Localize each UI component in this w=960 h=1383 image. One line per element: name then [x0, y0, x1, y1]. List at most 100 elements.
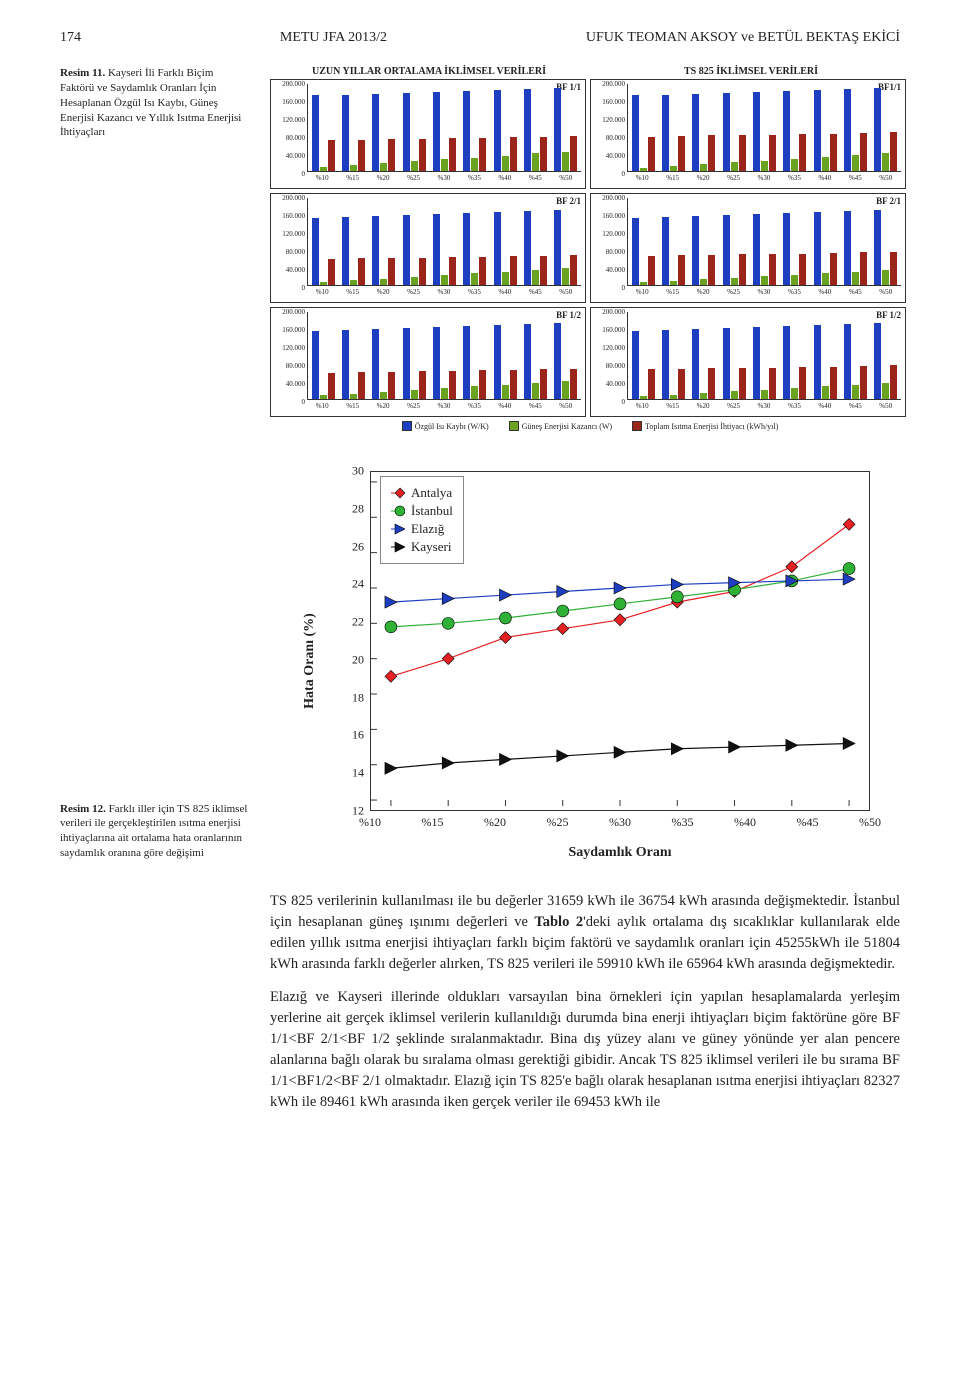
bar-chart-column-titles: UZUN YILLAR ORTALAMA İKLİMSEL VERİLERİ T… — [270, 66, 910, 77]
bar — [441, 388, 448, 399]
bar-plot-area — [307, 84, 581, 172]
bar — [403, 93, 410, 171]
bar-y-axis: 200.000160.000120.00080.00040.0000 — [271, 194, 307, 286]
legend-item: Antalya — [391, 485, 453, 501]
bar — [791, 388, 798, 399]
bar-group — [524, 211, 547, 285]
bar-panel: BF 1/2200.000160.000120.00080.00040.0000… — [590, 307, 906, 417]
bar-group — [783, 91, 806, 171]
bar-group — [463, 91, 486, 171]
scatter-y-axis: 12141618202224262830 — [320, 471, 368, 811]
legend-label: Kayseri — [411, 539, 451, 555]
bar — [328, 259, 335, 285]
bar — [463, 213, 470, 285]
bar — [419, 371, 426, 399]
bar — [731, 391, 738, 399]
bar-group — [783, 213, 806, 285]
bar — [783, 213, 790, 285]
legend-label: İstanbul — [411, 503, 453, 519]
series-marker — [385, 670, 397, 682]
bar-group — [312, 218, 335, 286]
figure-12-block: Resim 12. Farklı iller için TS 825 iklim… — [60, 461, 900, 861]
bar — [640, 282, 647, 285]
bar — [562, 152, 569, 171]
legend-marker-icon — [391, 486, 405, 500]
series-marker — [557, 586, 569, 598]
paragraph-2: Elazığ ve Kayseri illerinde oldukları va… — [270, 987, 900, 1113]
bar — [570, 255, 577, 285]
page-header: 174 METU JFA 2013/2 UFUK TEOMAN AKSOY ve… — [60, 30, 900, 46]
bar-x-axis: %10%15%20%25%30%35%40%45%50 — [307, 402, 581, 416]
bar-group — [662, 217, 685, 285]
bar — [700, 393, 707, 399]
bar — [670, 166, 677, 171]
bar — [342, 95, 349, 172]
bar-x-axis: %10%15%20%25%30%35%40%45%50 — [627, 402, 901, 416]
bar — [411, 277, 418, 285]
bar — [388, 139, 395, 171]
bar — [510, 370, 517, 399]
bar-group — [874, 88, 897, 171]
bar — [830, 253, 837, 285]
bar-group — [433, 92, 456, 171]
bar — [320, 395, 327, 399]
bar — [739, 368, 746, 399]
swatch-isi — [402, 421, 412, 431]
legend-marker-icon — [391, 540, 405, 554]
bar — [723, 328, 730, 399]
bar-group — [844, 211, 867, 285]
bar — [328, 373, 335, 399]
legend-label-gunes: Güneş Enerjisi Kazancı (W) — [522, 422, 612, 431]
bar — [479, 257, 486, 285]
bar — [388, 372, 395, 399]
bar — [350, 280, 357, 285]
body-text-block: TS 825 verilerinin kullanılması ile bu d… — [60, 891, 900, 1125]
bar-group — [753, 214, 776, 285]
bar — [799, 254, 806, 286]
bar — [388, 258, 395, 285]
series-marker — [499, 612, 511, 624]
bar-group — [342, 330, 365, 399]
bar — [540, 137, 547, 171]
bar — [769, 254, 776, 285]
legend-item-gunes: Güneş Enerjisi Kazancı (W) — [509, 421, 612, 431]
bar — [708, 135, 715, 171]
bar — [761, 276, 768, 285]
bar-panel: BF 1/2200.000160.000120.00080.00040.0000… — [270, 307, 586, 417]
series-marker — [442, 593, 454, 605]
bar-y-axis: 200.000160.000120.00080.00040.0000 — [591, 80, 627, 172]
bar — [844, 324, 851, 399]
bar — [510, 256, 517, 285]
bar — [380, 279, 387, 285]
bar — [882, 270, 889, 285]
bar-y-axis: 200.000160.000120.00080.00040.0000 — [271, 80, 307, 172]
legend-marker-icon — [391, 504, 405, 518]
bar — [419, 258, 426, 285]
bar — [441, 159, 448, 171]
bar — [494, 212, 501, 285]
bar — [554, 323, 561, 399]
bar-group — [463, 213, 486, 285]
bar — [708, 368, 715, 399]
bar-group — [844, 89, 867, 171]
scatter-x-axis: Saydamlık Oranı %10%15%20%25%30%35%40%45… — [370, 813, 870, 861]
bar — [860, 133, 867, 171]
bar-group — [372, 329, 395, 399]
bar — [372, 216, 379, 285]
journal-id: METU JFA 2013/2 — [280, 30, 387, 46]
bar-group — [554, 88, 577, 171]
legend-label-toplam: Toplam Isıtma Enerjisi İhtiyacı (kWh/yıl… — [645, 422, 778, 431]
series-marker — [614, 746, 626, 758]
bar — [814, 90, 821, 171]
bar-group — [632, 218, 655, 286]
bar — [648, 369, 655, 399]
bar — [411, 390, 418, 399]
bar — [882, 153, 889, 171]
figure-11-block: Resim 11. Kayseri İli Farklı Biçim Faktö… — [60, 66, 900, 431]
figure-11-caption: Resim 11. Kayseri İli Farklı Biçim Faktö… — [60, 66, 250, 140]
series-marker — [385, 596, 397, 608]
bar-group — [632, 95, 655, 171]
bar — [670, 395, 677, 400]
bar — [380, 163, 387, 171]
bar — [731, 162, 738, 171]
